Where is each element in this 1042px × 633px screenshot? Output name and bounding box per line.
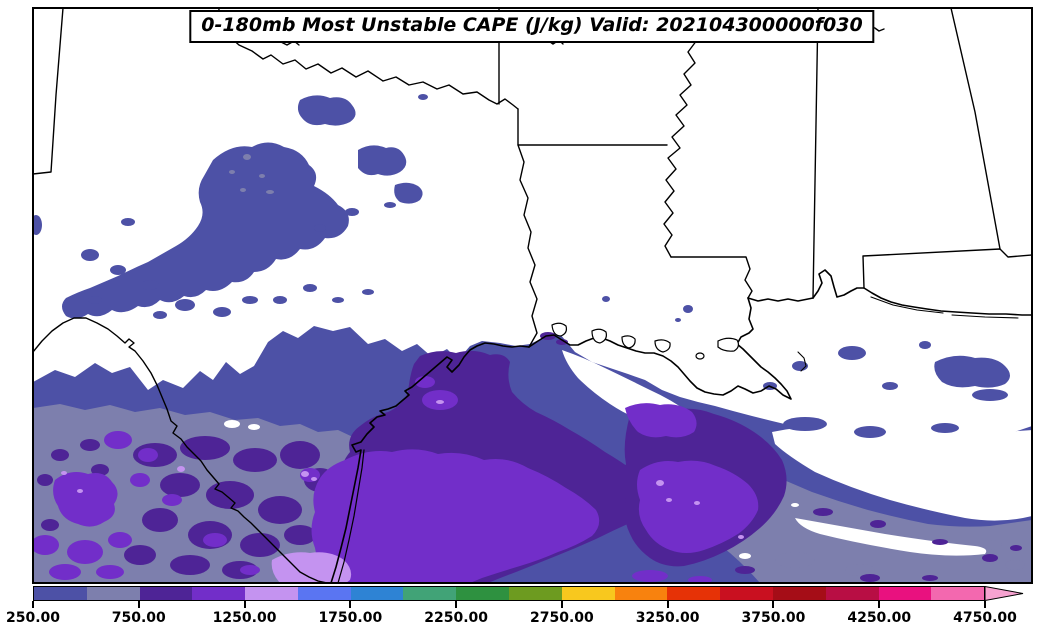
colorbar: 250.00 750.00 1250.00 1750.00 2250.00 2750.00… (6, 586, 1033, 632)
border-alabama-florida (862, 248, 1031, 289)
canadian-river-squiggle (278, 40, 300, 46)
chandeleur-islands (797, 351, 807, 372)
colorbar-overflow-arrow (985, 586, 1024, 601)
colorbar-tick-label: 2750.00 (529, 610, 594, 626)
colorbar-tick (455, 601, 458, 608)
rio-grande-river (34, 317, 326, 582)
colorbar-tick-label: 2250.00 (424, 610, 488, 626)
border-new-mexico-texas (34, 9, 64, 175)
colorbar-segment-4000-4250 (825, 587, 879, 600)
colorbar-tick-label: 1250.00 (212, 610, 277, 626)
colorbar-tick (243, 601, 246, 608)
colorbar-tick (560, 601, 563, 608)
colorbar-segment-3500-3750 (720, 587, 773, 600)
colorbar-segment-750-1000 (139, 587, 193, 600)
colorbar-tick-label: 3750.00 (741, 610, 806, 626)
coast-mississippi (747, 297, 814, 302)
colorbar-tick-label: 4250.00 (847, 610, 912, 626)
colorbar-segment-4250-4500 (878, 587, 932, 600)
border-oklahoma-red-river (217, 9, 519, 110)
cape-fill-1000-1250 (34, 376, 759, 582)
colorbar-segment-1500-1750 (297, 587, 351, 600)
colorbar-segment-2250-2500 (456, 587, 510, 600)
lake-white (654, 339, 671, 353)
colorbar-segment-2750-3000 (561, 587, 615, 600)
colorbar-tick-label: 750.00 (111, 610, 166, 626)
cape-fill-500-750-flecks (229, 154, 274, 194)
border-louisiana-mississippi (670, 256, 753, 299)
colorbar-tick (137, 601, 140, 608)
coastal-lakes (551, 322, 740, 360)
colorbar-tick-label: 250.00 (5, 610, 61, 626)
coast-florida-panhandle (863, 287, 1031, 316)
colorbar-tick (878, 601, 881, 608)
florida-barrier-islands (870, 296, 1019, 319)
border-texas-arkansas-louisiana (517, 108, 538, 348)
colorbar-segment-1750-2000 (350, 587, 404, 600)
padre-island-barrier (337, 449, 365, 582)
cape-fill-250-500-accents (602, 296, 1010, 438)
colorbar-tick (349, 601, 352, 608)
colorbar-segments (33, 586, 985, 601)
colorbar-segment-4500-4750 (931, 587, 985, 600)
colorbar-segment-500-750 (86, 587, 140, 600)
coast-alabama-mobile-bay (812, 269, 865, 299)
colorbar-segment-2000-2250 (403, 587, 457, 600)
lake-calcasieu (591, 328, 607, 344)
colorbar-segment-1000-1250 (192, 587, 246, 600)
lake-sabine (551, 322, 568, 337)
lake-grand (621, 335, 636, 349)
colorbar-tick (32, 601, 34, 608)
colorbar-tick (984, 601, 986, 608)
colorbar-segment-3750-4000 (772, 587, 826, 600)
colorbar-tick (772, 601, 775, 608)
colorbar-segment-250-500 (34, 587, 87, 600)
border-alabama-georgia (950, 9, 1001, 250)
cape-fill-1250-1500 (61, 400, 744, 582)
colorbar-tick-label: 4750.00 (953, 610, 1017, 626)
map-title: 0-180mb Most Unstable CAPE (J/kg) Valid:… (201, 14, 863, 36)
state-borders (34, 9, 1031, 582)
map-title-box: 0-180mb Most Unstable CAPE (J/kg) Valid:… (189, 10, 875, 43)
colorbar-arrow-shape (985, 586, 1024, 601)
colorbar-segment-1250-1500 (245, 587, 298, 600)
colorbar-tick-label: 3250.00 (635, 610, 700, 626)
coast-texas (330, 342, 530, 582)
colorbar-tick (666, 601, 669, 608)
map-frame (32, 7, 1033, 584)
border-mississippi-alabama (812, 9, 819, 299)
colorbar-segment-3000-3250 (614, 587, 668, 600)
lake-pontchartrain (717, 337, 740, 352)
colorbar-tick-label: 1750.00 (318, 610, 383, 626)
colorbar-segment-3250-3500 (667, 587, 721, 600)
mississippi-river (663, 39, 698, 258)
lake-small (695, 352, 705, 360)
colorbar-segment-2500-2750 (509, 587, 562, 600)
